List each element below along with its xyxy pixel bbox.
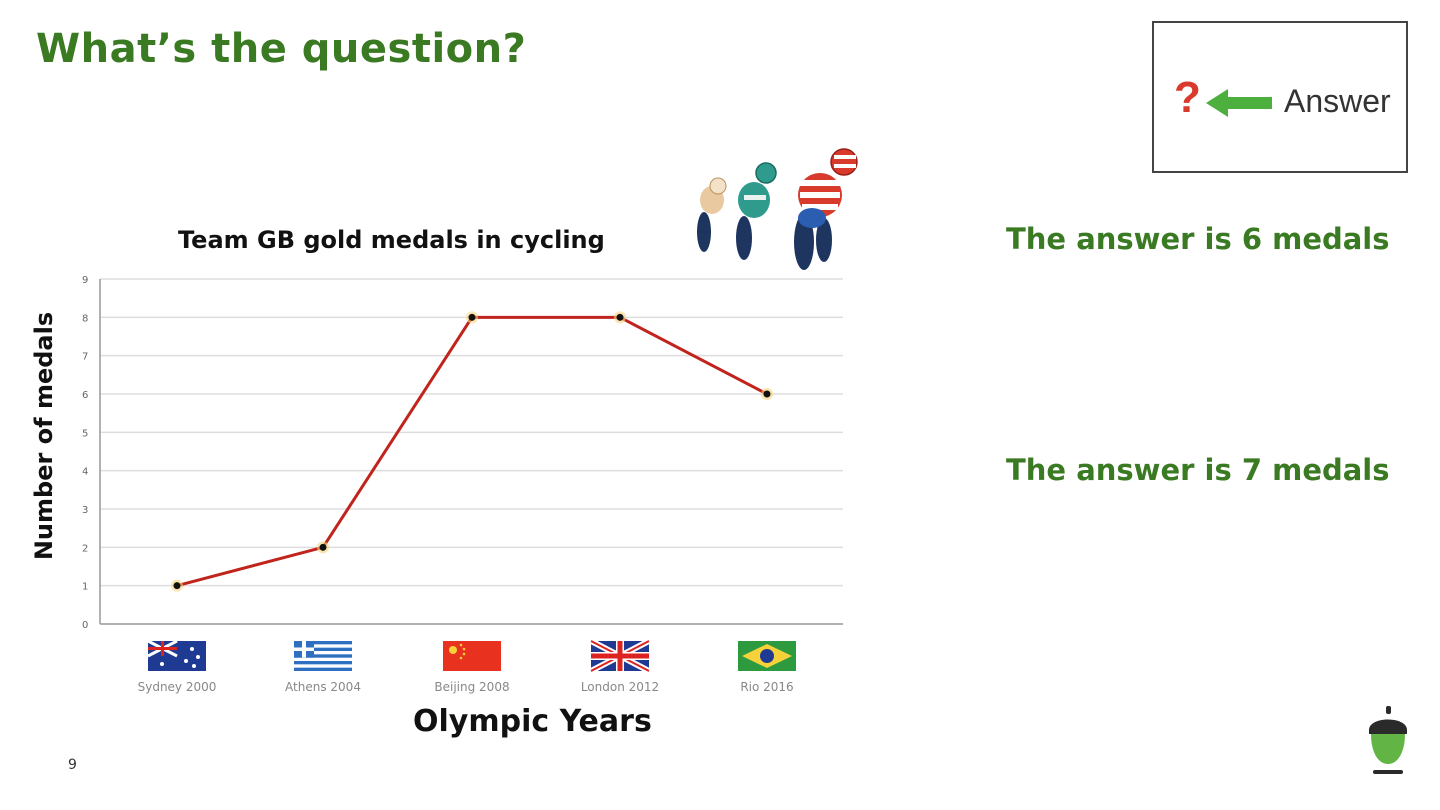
x-tick-label: London 2012 — [581, 680, 659, 694]
flag-star — [462, 652, 466, 656]
answer-text-6: The answer is 6 medals — [1006, 222, 1390, 256]
series-line — [176, 315, 768, 588]
page-number: 9 — [68, 757, 77, 773]
y-tick-label: 2 — [82, 543, 88, 554]
left-arrow-icon — [1206, 89, 1272, 117]
question-mark: ? — [1174, 73, 1201, 122]
flag-star — [459, 656, 463, 660]
y-tick-label: 7 — [82, 352, 88, 363]
flag-star — [196, 655, 200, 659]
y-tick-label: 9 — [82, 275, 88, 286]
flag-stripe — [294, 661, 352, 665]
china-flag — [443, 641, 501, 671]
x-axis-label: Olympic Years — [413, 704, 652, 739]
flag-cross — [294, 647, 314, 651]
answer-label: Answer — [1284, 83, 1391, 119]
x-tick-label: Rio 2016 — [740, 680, 793, 694]
flag-cross — [617, 641, 623, 671]
y-tick-label: 8 — [82, 313, 88, 324]
y-tick-label: 0 — [82, 620, 88, 631]
y-tick-label: 5 — [82, 428, 88, 439]
data-point — [763, 390, 771, 398]
australia-flag — [147, 639, 206, 671]
x-tick-label: Athens 2004 — [285, 680, 361, 694]
flag-star — [160, 662, 164, 666]
cyclist-teal — [736, 162, 777, 260]
slide-title: What’s the question? — [36, 26, 527, 72]
flag-star — [192, 664, 196, 668]
y-tick-label: 6 — [82, 390, 88, 401]
data-point — [616, 313, 624, 321]
flag-stripe — [294, 647, 352, 651]
flag-star — [449, 646, 457, 654]
flag-stripe — [294, 641, 352, 645]
brazil-flag — [738, 641, 796, 671]
cyclist-red — [794, 148, 858, 270]
acorn-logo-icon — [1369, 706, 1407, 774]
flag-stripe — [294, 667, 352, 671]
flag-field — [443, 641, 501, 671]
flag-star — [190, 647, 194, 651]
y-tick-label: 4 — [82, 467, 88, 478]
track-cyclists-illustration — [697, 148, 858, 270]
answer-text-7: The answer is 7 medals — [1006, 453, 1390, 487]
x-tick-label: Sydney 2000 — [138, 680, 217, 694]
cyclist-beige — [697, 177, 727, 252]
flag-globe — [760, 649, 774, 663]
data-point — [468, 313, 476, 321]
chart-title: Team GB gold medals in cycling — [178, 226, 605, 254]
flag-star — [184, 659, 188, 663]
uk-flag — [589, 638, 651, 674]
y-tick-label: 1 — [82, 582, 88, 593]
flag-star — [462, 647, 466, 651]
data-point — [173, 582, 181, 590]
greece-flag — [294, 641, 352, 671]
x-tick-label: Beijing 2008 — [434, 680, 509, 694]
flag-stripe — [294, 654, 352, 658]
answer-arrow-diagram: ? Answer — [1152, 21, 1408, 173]
flag-star — [459, 643, 463, 647]
data-point — [319, 543, 327, 551]
y-tick-label: 3 — [82, 505, 88, 516]
